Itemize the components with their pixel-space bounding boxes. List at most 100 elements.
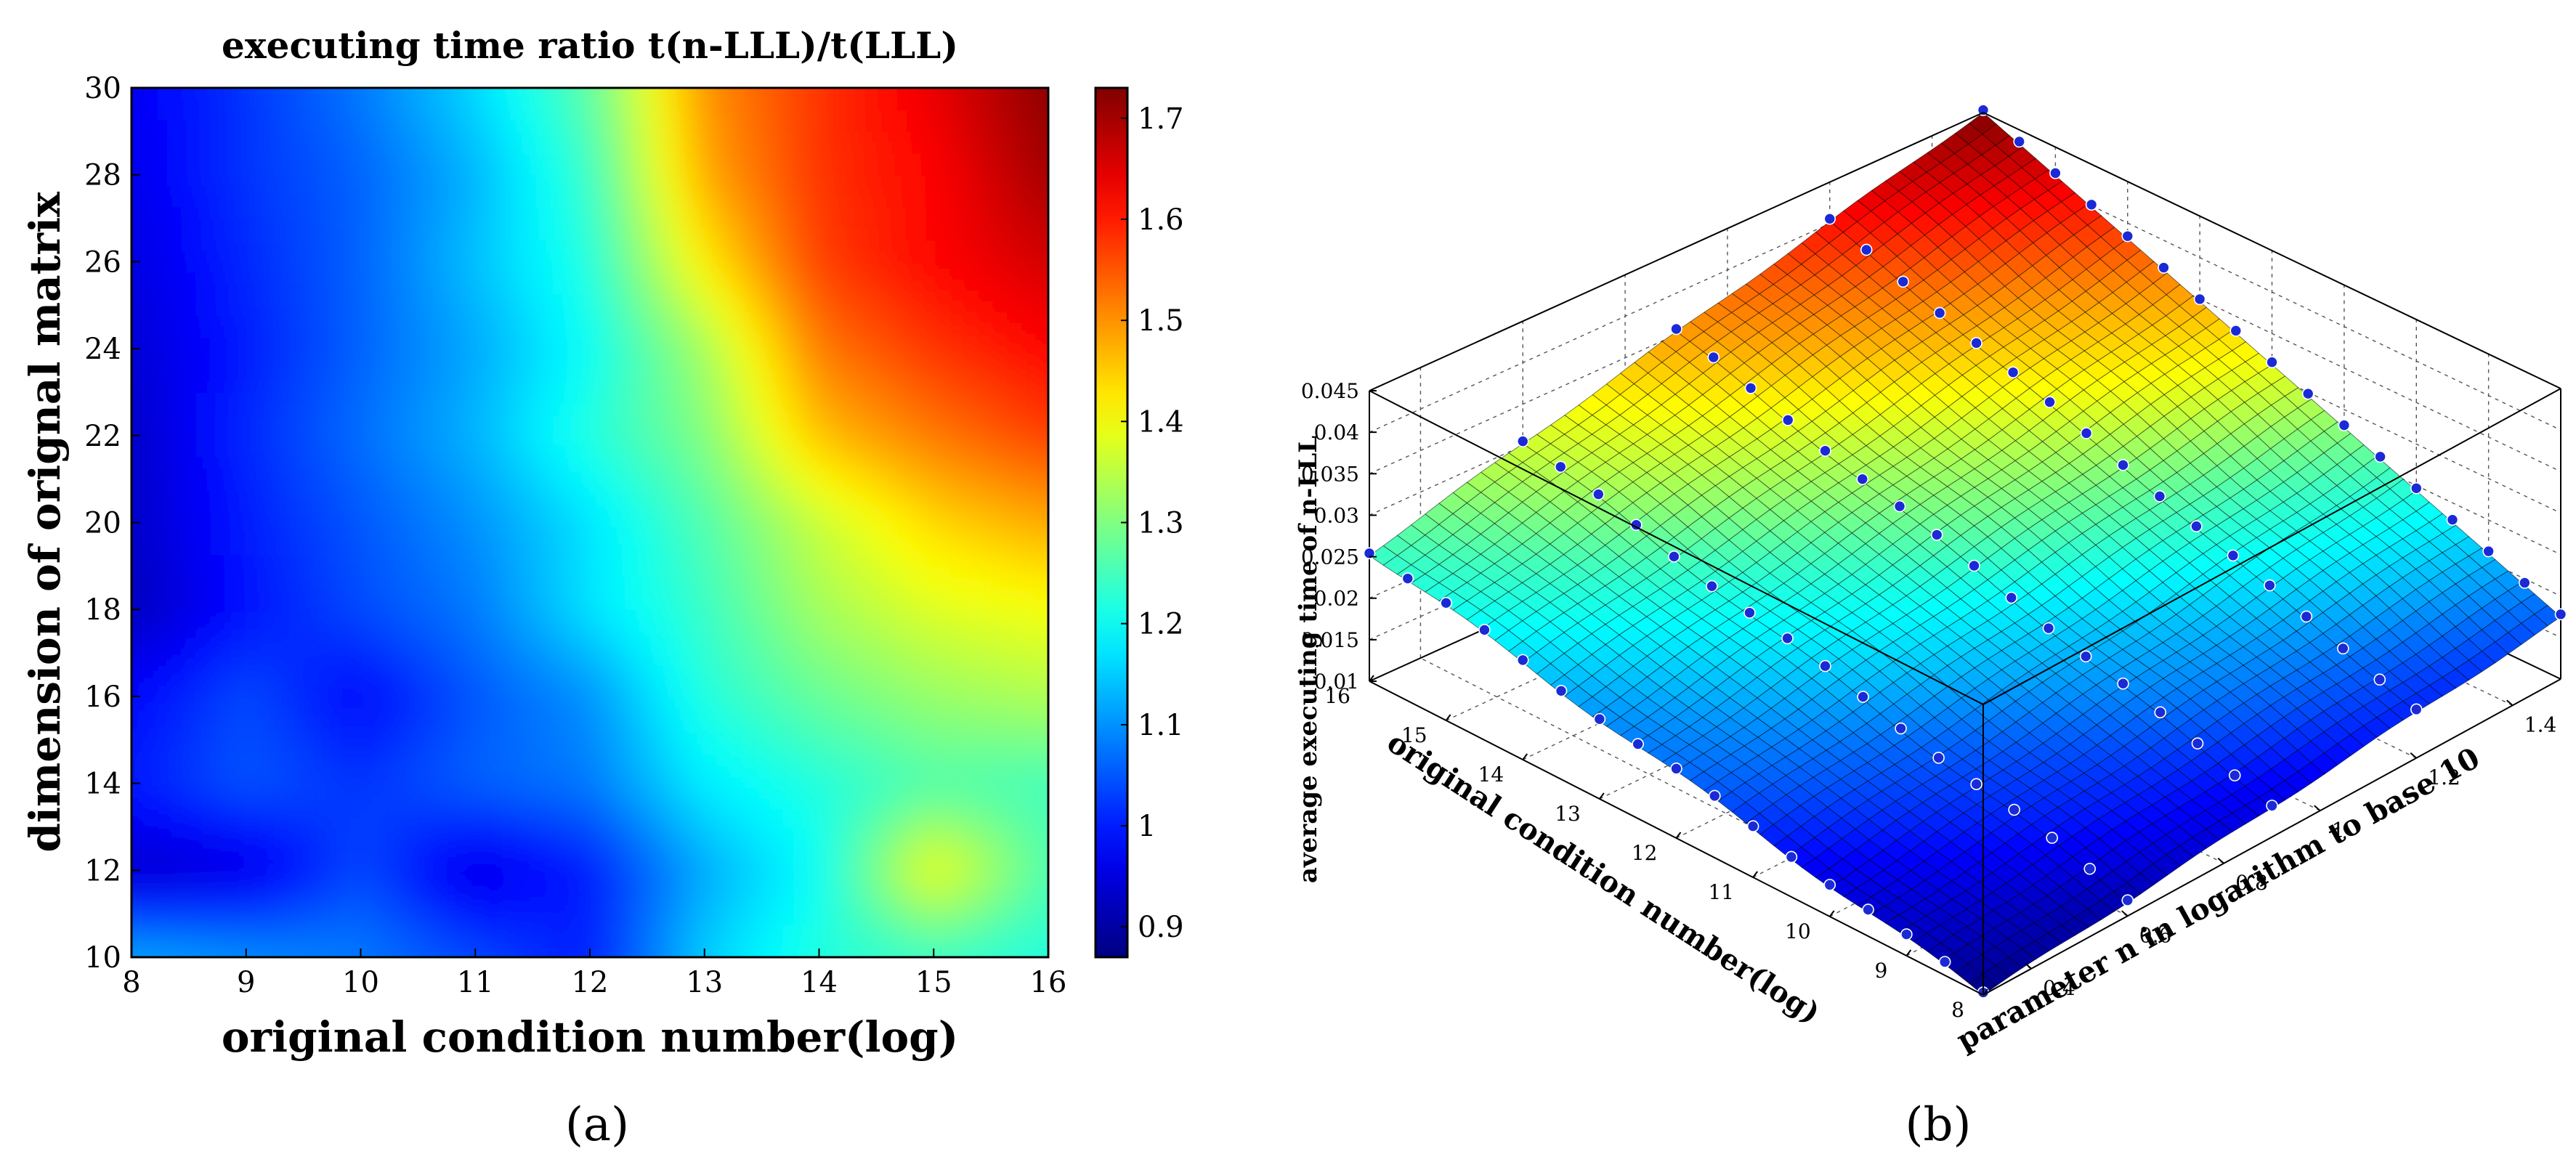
heatmap-cell xyxy=(890,304,906,317)
heatmap-cell xyxy=(360,652,376,665)
heatmap-cell xyxy=(1018,468,1034,480)
heatmap-cell xyxy=(675,315,691,328)
heatmap-cell xyxy=(933,609,949,621)
heatmap-cell xyxy=(303,359,318,371)
heatmap-cell xyxy=(188,489,204,502)
heatmap-cell xyxy=(231,696,247,708)
heatmap-cell xyxy=(933,804,949,817)
heatmap-cell xyxy=(532,707,548,719)
heatmap-cell xyxy=(1062,479,1077,490)
heatmap-cell xyxy=(303,532,318,545)
heatmap-cell xyxy=(145,609,161,621)
heatmap-cell xyxy=(804,359,820,371)
heatmap-cell xyxy=(145,848,161,860)
heatmap-cell xyxy=(890,587,906,599)
heatmap-cell xyxy=(517,565,533,577)
heatmap-cell xyxy=(88,837,103,849)
heatmap-cell xyxy=(560,685,576,697)
heatmap-cell xyxy=(188,652,204,665)
heatmap-cell xyxy=(532,446,548,458)
heatmap-cell xyxy=(460,272,476,284)
heatmap-cell xyxy=(216,793,232,806)
heatmap-cell xyxy=(474,891,490,903)
heatmap-cell xyxy=(346,239,362,252)
heatmap-cell xyxy=(174,967,190,979)
heatmap-cell xyxy=(890,913,906,925)
heatmap-cell xyxy=(1005,587,1021,599)
heatmap-cell xyxy=(575,891,591,903)
heatmap-cell xyxy=(947,521,963,535)
heatmap-cell xyxy=(374,315,390,328)
heatmap-cell xyxy=(489,272,505,284)
heatmap-cell xyxy=(604,913,620,925)
heatmap-cell xyxy=(862,858,877,871)
heatmap-cell xyxy=(403,989,418,1001)
heatmap-cell xyxy=(274,261,290,273)
heatmap-cell xyxy=(517,761,533,773)
heatmap-cell xyxy=(532,326,548,338)
heatmap-cell xyxy=(704,457,720,469)
heatmap-cell xyxy=(317,521,333,535)
heatmap-cell xyxy=(804,326,820,338)
heatmap-cell xyxy=(174,772,190,784)
heatmap-cell xyxy=(790,337,806,349)
heatmap-cell xyxy=(174,500,190,513)
heatmap-cell xyxy=(604,946,620,957)
heatmap-cell xyxy=(202,565,218,577)
heatmap-cell xyxy=(374,359,390,371)
heatmap-cell xyxy=(732,413,748,426)
heatmap-cell xyxy=(231,565,247,577)
heatmap-cell xyxy=(704,587,720,599)
heatmap-cell xyxy=(231,793,247,806)
heatmap-cell xyxy=(790,391,806,404)
heatmap-cell xyxy=(174,391,190,404)
heatmap-cell xyxy=(446,500,462,513)
heatmap-cell xyxy=(1048,641,1063,653)
heatmap-cell xyxy=(331,457,347,469)
heatmap-cell xyxy=(918,457,934,469)
heatmap-cell xyxy=(933,902,949,914)
heatmap-cell xyxy=(847,924,863,936)
heatmap-cell xyxy=(360,381,376,393)
heatmap-cell xyxy=(1033,707,1048,719)
heatmap-cell xyxy=(432,761,447,773)
heatmap-cell xyxy=(216,272,232,284)
heatmap-cell xyxy=(360,804,376,817)
heatmap-cell xyxy=(202,630,218,643)
heatmap-cell xyxy=(360,674,376,686)
heatmap-cell xyxy=(560,815,576,828)
heatmap-cell xyxy=(560,457,576,469)
heatmap-cell xyxy=(704,652,720,665)
heatmap-cell xyxy=(604,924,620,936)
heatmap-cell xyxy=(962,402,978,415)
heatmap-cell xyxy=(317,500,333,513)
heatmap-cell xyxy=(617,521,633,535)
heatmap-cell xyxy=(331,543,347,556)
heatmap-cell xyxy=(847,511,863,524)
heatmap-cell xyxy=(303,457,318,469)
heatmap-cell xyxy=(589,500,605,513)
heatmap-cell xyxy=(660,446,676,458)
heatmap-cell xyxy=(331,750,347,763)
heatmap-cell xyxy=(389,630,405,643)
heatmap-cell xyxy=(862,587,877,599)
heatmap-cell xyxy=(259,880,275,893)
heatmap-cell xyxy=(532,826,548,839)
heatmap-cell xyxy=(1033,772,1048,784)
heatmap-cell xyxy=(1018,446,1034,458)
heatmap-cell xyxy=(474,446,490,458)
heatmap-cell xyxy=(675,576,691,588)
heatmap-cell xyxy=(1062,338,1077,349)
heatmap-cell xyxy=(875,783,891,795)
heatmap-cell xyxy=(389,641,405,654)
heatmap-cell xyxy=(847,532,863,545)
heatmap-cell xyxy=(1062,685,1077,696)
heatmap-cell xyxy=(1018,630,1034,643)
heatmap-cell xyxy=(1048,370,1063,381)
heatmap-cell xyxy=(732,924,748,936)
heatmap-cell xyxy=(288,696,304,708)
heatmap-cell xyxy=(847,489,863,502)
heatmap-cell xyxy=(131,457,147,469)
heatmap-cell xyxy=(532,848,548,860)
heatmap-cell xyxy=(417,413,433,426)
